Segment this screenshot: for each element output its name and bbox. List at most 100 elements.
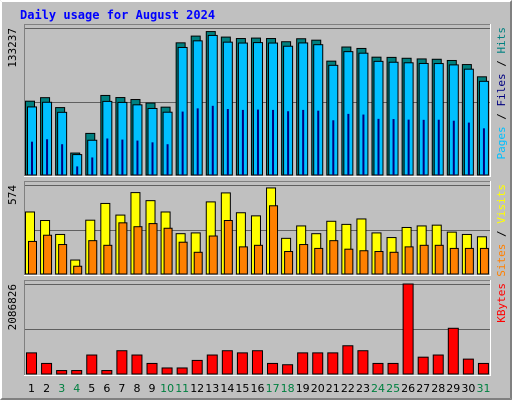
x-tick-label: 22: [341, 382, 355, 395]
bar-pages-15: [241, 109, 244, 175]
bar-pages-14: [226, 109, 229, 175]
x-tick-label: 12: [190, 382, 204, 395]
series-axis-label-part: Hits: [495, 27, 508, 54]
x-tick-label: 8: [134, 382, 141, 395]
bar-sites-14: [223, 220, 233, 275]
bar-kbytes-21: [327, 352, 339, 375]
x-tick-label: 3: [58, 382, 65, 395]
x-tick-label: 28: [431, 382, 445, 395]
series-axis-label-part: Visits: [495, 184, 508, 224]
bar-kbytes-12: [191, 359, 203, 375]
bar-kbytes-30: [462, 358, 474, 375]
bar-sites-27: [419, 244, 429, 275]
x-tick-label: 31: [477, 382, 491, 395]
bar-sites-20: [314, 247, 324, 275]
bar-pages-20: [317, 110, 320, 175]
bar-pages-26: [407, 119, 410, 175]
x-axis-labels: 1 2 3 4 5 6 7 8 9 10 11 12 13 14 15 16 17 18 19 20 21 22 23 24 2…: [28, 382, 491, 395]
bar-pages-23: [362, 114, 365, 175]
bar-kbytes-2: [41, 362, 53, 375]
x-tick-label: 4: [73, 382, 80, 395]
bar-kbytes-18: [282, 364, 294, 375]
bar-kbytes-6: [101, 370, 113, 375]
series-axis-label-part: Sites: [495, 244, 508, 277]
bar-pages-22: [347, 113, 350, 175]
bar-sites-8: [133, 226, 143, 275]
visits-panel: 574 Sites / Visits: [6, 181, 508, 277]
bar-pages-13: [211, 105, 214, 175]
bar-kbytes-29: [447, 327, 459, 375]
bar-sites-30: [464, 247, 474, 275]
series-axis-label: KBytes: [495, 283, 508, 323]
bar-pages-6: [106, 138, 109, 175]
x-tick-label: 15: [235, 382, 249, 395]
bar-kbytes-20: [312, 352, 324, 375]
bar-kbytes-13: [206, 354, 218, 375]
x-tick-label: 1: [28, 382, 35, 395]
hits-panel: 133237 Pages / Files / Hits: [6, 24, 508, 177]
bar-kbytes-25: [387, 362, 399, 375]
bar-sites-13: [208, 235, 218, 275]
x-tick-label: 13: [205, 382, 219, 395]
series-axis-label-part: KBytes: [495, 283, 508, 323]
bar-pages-2: [46, 139, 49, 175]
bar-pages-8: [136, 140, 139, 175]
bar-sites-5: [88, 240, 98, 275]
bar-kbytes-26: [402, 283, 414, 375]
x-tick-label: 23: [356, 382, 370, 395]
bar-pages-18: [287, 111, 290, 175]
bar-kbytes-14: [221, 350, 233, 375]
bar-kbytes-16: [251, 350, 263, 375]
x-tick-label: 7: [118, 382, 125, 395]
y-max-label: 133237: [6, 28, 19, 68]
series-axis-label-part: Pages: [495, 126, 508, 159]
x-tick-label: 2: [43, 382, 50, 395]
bar-pages-4: [76, 166, 79, 175]
bar-sites-10: [163, 227, 173, 275]
x-tick-label: 30: [461, 382, 475, 395]
bar-sites-25: [389, 251, 399, 275]
bar-pages-16: [256, 109, 259, 175]
bar-sites-6: [103, 244, 113, 275]
series-axis-label-part: /: [495, 107, 508, 127]
bar-pages-21: [332, 120, 335, 175]
x-tick-label: 5: [88, 382, 95, 395]
series-axis-label: Pages / Files / Hits: [495, 27, 508, 160]
bar-sites-15: [238, 246, 248, 275]
bar-pages-5: [91, 157, 94, 175]
y-max-label: 574: [6, 185, 19, 205]
x-tick-label: 17: [266, 382, 280, 395]
bar-kbytes-31: [477, 362, 489, 375]
series-axis-label: Sites / Visits: [495, 184, 508, 277]
bar-sites-23: [359, 250, 369, 275]
chart-panels: 133237 Pages / Files / Hits 574 Sites / Vis…: [6, 24, 508, 376]
bar-pages-30: [467, 122, 470, 175]
x-tick-label: 10: [160, 382, 174, 395]
bar-sites-1: [28, 240, 37, 275]
bar-sites-22: [344, 248, 354, 275]
bar-kbytes-28: [432, 354, 444, 375]
bar-sites-19: [299, 244, 309, 275]
series-axis-label-part: Files: [495, 73, 508, 106]
x-tick-label: 27: [416, 382, 430, 395]
x-tick-label: 25: [386, 382, 400, 395]
bar-sites-7: [118, 222, 128, 275]
bar-kbytes-7: [116, 350, 128, 375]
bar-pages-10: [166, 144, 169, 175]
bar-pages-1: [31, 141, 33, 175]
bar-sites-26: [404, 246, 414, 275]
bar-sites-24: [374, 251, 384, 275]
bar-sites-16: [253, 244, 263, 275]
bar-kbytes-27: [417, 356, 429, 375]
x-tick-label: 26: [401, 382, 415, 395]
chart-title: Daily usage for August 2024: [20, 8, 215, 22]
x-tick-label: 6: [103, 382, 110, 395]
bar-pages-11: [181, 111, 184, 175]
bar-kbytes-15: [236, 352, 248, 375]
bar-kbytes-24: [372, 362, 384, 375]
series-axis-label-part: /: [495, 224, 508, 244]
bar-pages-17: [272, 109, 275, 175]
bar-kbytes-10: [161, 367, 173, 375]
bar-kbytes-11: [176, 367, 188, 375]
